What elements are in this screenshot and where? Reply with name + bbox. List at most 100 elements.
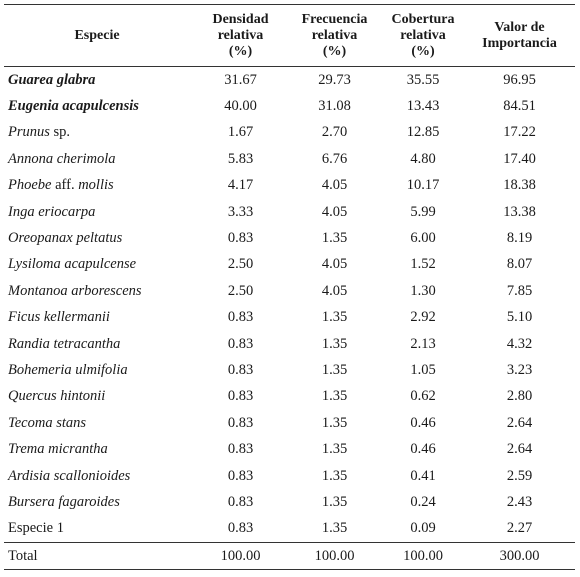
densidad-cell: 0.83 [227, 309, 254, 326]
densidad-cell: 0.83 [227, 335, 254, 352]
valor-cell: 18.38 [503, 177, 536, 194]
table-row: Especie 1 0.83 1.35 0.09 2.27 [4, 516, 575, 543]
frecuencia-cell: 1.35 [321, 309, 348, 326]
densidad-cell: 0.83 [227, 441, 254, 458]
table-header: Especie Densidad relativa (%) Frecuencia… [4, 4, 575, 67]
valor-cell: 96.95 [503, 71, 536, 88]
densidad-cell: 2.50 [227, 256, 254, 273]
table-row: Bohemeria ulmifolia 0.83 1.35 1.05 3.23 [4, 357, 575, 383]
valor-cell: 17.40 [503, 150, 536, 167]
cobertura-cell: 1.30 [410, 282, 436, 299]
total-cobertura: 100.00 [382, 542, 464, 570]
table-row: Phoebe aff. mollis 4.17 4.05 10.17 18.38 [4, 173, 575, 199]
frecuencia-cell: 1.35 [321, 441, 348, 458]
frecuencia-cell: 4.05 [321, 203, 348, 220]
header-species: Especie [74, 27, 120, 43]
header-cobertura-line2: relativa [400, 27, 446, 43]
cobertura-cell: 5.99 [410, 203, 436, 220]
frecuencia-cell: 6.76 [321, 150, 348, 167]
cobertura-cell: 0.62 [410, 388, 436, 405]
densidad-cell: 31.67 [224, 71, 257, 88]
frecuencia-cell: 29.73 [318, 71, 351, 88]
valor-cell: 5.10 [506, 309, 533, 326]
species-cell: Phoebe aff. mollis [4, 173, 194, 199]
cobertura-cell: 0.46 [410, 414, 436, 431]
total-row: Total 100.00 100.00 100.00 300.00 [4, 542, 575, 570]
species-qualifier: aff. [51, 177, 79, 194]
densidad-cell: 40.00 [224, 98, 257, 115]
cobertura-cell: 13.43 [406, 98, 440, 115]
cobertura-cell: 1.52 [410, 256, 436, 273]
species-cell: Quercus hintonii [8, 388, 106, 405]
valor-cell: 2.43 [506, 493, 533, 510]
frecuencia-cell: 1.35 [321, 493, 348, 510]
cobertura-cell: 6.00 [410, 230, 436, 247]
densidad-cell: 0.83 [227, 467, 254, 484]
cobertura-cell: 0.09 [410, 520, 436, 537]
valor-cell: 2.27 [506, 520, 533, 537]
total-valor: 300.00 [464, 542, 575, 570]
frecuencia-cell: 1.35 [321, 467, 348, 484]
cobertura-cell: 2.92 [410, 309, 436, 326]
cobertura-cell: 2.13 [410, 335, 436, 352]
frecuencia-cell: 1.35 [321, 520, 348, 537]
cobertura-cell: 0.41 [410, 467, 436, 484]
valor-cell: 84.51 [503, 98, 536, 115]
total-densidad: 100.00 [194, 542, 287, 570]
table-row: Tecoma stans 0.83 1.35 0.46 2.64 [4, 410, 575, 436]
densidad-cell: 1.67 [227, 124, 254, 141]
table-row: Ardisia scallonioides 0.83 1.35 0.41 2.59 [4, 463, 575, 489]
header-frecuencia-line3: (%) [322, 43, 347, 59]
frecuencia-cell: 31.08 [318, 98, 351, 115]
total-frecuencia: 100.00 [287, 542, 382, 570]
table-body: Guarea glabra 31.67 29.73 35.55 96.95 Eugenia… [4, 67, 575, 570]
header-densidad: Densidad relativa (%) [194, 5, 287, 67]
densidad-cell: 0.83 [227, 493, 254, 510]
valor-cell: 17.22 [503, 124, 536, 141]
header-cobertura-line1: Cobertura [391, 11, 455, 27]
species-cell: Oreopanax peltatus [8, 230, 123, 247]
header-densidad-line3: (%) [228, 43, 253, 59]
frecuencia-cell: 4.05 [321, 256, 348, 273]
species-cell: Randia tetracantha [8, 335, 121, 352]
densidad-cell: 0.83 [227, 230, 254, 247]
frecuencia-cell: 1.35 [321, 361, 348, 378]
species-epithet: mollis [78, 177, 114, 194]
table-row: Trema micrantha 0.83 1.35 0.46 2.64 [4, 436, 575, 462]
densidad-cell: 0.83 [227, 388, 254, 405]
header-densidad-line1: Densidad [212, 11, 269, 27]
table-row: Guarea glabra 31.67 29.73 35.55 96.95 [4, 67, 575, 94]
cobertura-cell: 35.55 [406, 71, 440, 88]
table-row: Eugenia acapulcensis 40.00 31.08 13.43 84.51 [4, 93, 575, 119]
frecuencia-cell: 4.05 [321, 282, 348, 299]
valor-cell: 7.85 [506, 282, 533, 299]
header-cobertura: Cobertura relativa (%) [382, 5, 464, 67]
densidad-cell: 0.83 [227, 520, 254, 537]
cobertura-cell: 4.80 [410, 150, 436, 167]
cobertura-cell: 12.85 [406, 124, 440, 141]
species-cell: Ficus kellermanii [8, 309, 110, 326]
cobertura-cell: 1.05 [410, 361, 436, 378]
valor-cell: 8.07 [506, 256, 533, 273]
species-cell: Eugenia acapulcensis [8, 98, 139, 115]
species-cell: Prunus sp. [4, 120, 194, 146]
frecuencia-cell: 1.35 [321, 414, 348, 431]
cobertura-cell: 0.24 [410, 493, 436, 510]
table-row: Inga eriocarpa 3.33 4.05 5.99 13.38 [4, 199, 575, 225]
cobertura-cell: 0.46 [410, 441, 436, 458]
frecuencia-cell: 1.35 [321, 335, 348, 352]
table-row: Oreopanax peltatus 0.83 1.35 6.00 8.19 [4, 225, 575, 251]
header-densidad-line2: relativa [217, 27, 264, 43]
frecuencia-cell: 1.35 [321, 388, 348, 405]
header-frecuencia-line1: Frecuencia [301, 11, 368, 27]
header-frecuencia-line2: relativa [311, 27, 358, 43]
table-row: Montanoa arborescens 2.50 4.05 1.30 7.85 [4, 278, 575, 304]
species-cell: Montanoa arborescens [8, 282, 142, 299]
species-genus: Prunus [8, 124, 50, 141]
species-qualifier: sp. [49, 124, 71, 141]
species-cell: Bohemeria ulmifolia [8, 361, 128, 378]
species-cell: Trema micrantha [8, 441, 108, 458]
densidad-cell: 2.50 [227, 282, 254, 299]
species-cell: Especie 1 [8, 520, 64, 537]
